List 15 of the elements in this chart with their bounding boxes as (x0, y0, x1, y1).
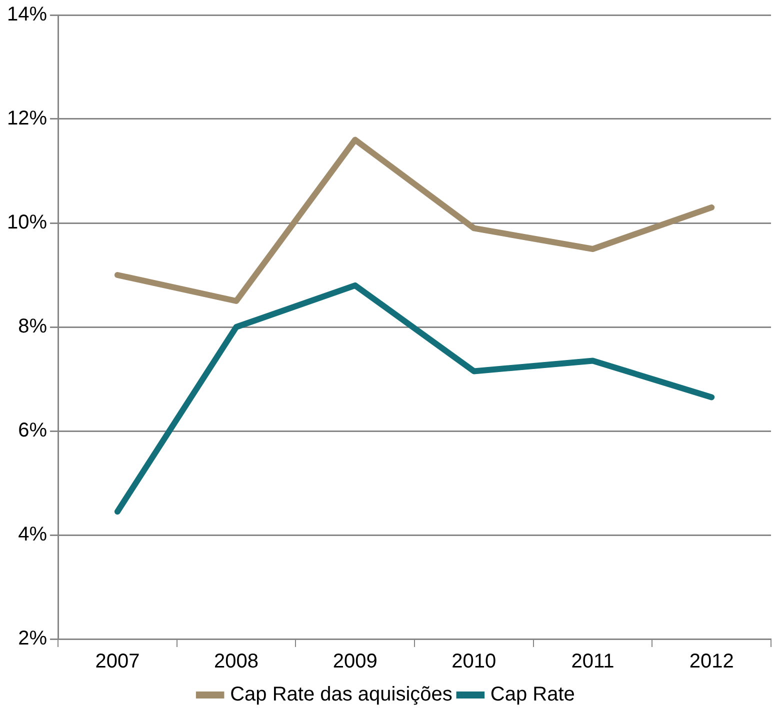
y-tick-label: 6% (18, 420, 48, 442)
y-tick-label: 8% (18, 316, 48, 338)
x-tick-label: 2008 (214, 650, 259, 673)
y-tick-label: 12% (7, 108, 48, 130)
x-tick-label: 2009 (332, 650, 378, 673)
y-tick-label: 2% (18, 628, 48, 650)
x-tick-label: 2011 (571, 650, 614, 673)
x-tick-label: 2012 (689, 650, 734, 673)
y-tick-label: 14% (7, 4, 48, 26)
x-tick-label: 2007 (95, 650, 140, 673)
legend-label: Cap Rate das aquisições (230, 684, 452, 706)
legend-label: Cap Rate (490, 684, 575, 706)
y-tick-label: 4% (18, 524, 48, 546)
y-tick-label: 10% (7, 212, 48, 234)
x-tick-label: 2010 (452, 650, 496, 673)
